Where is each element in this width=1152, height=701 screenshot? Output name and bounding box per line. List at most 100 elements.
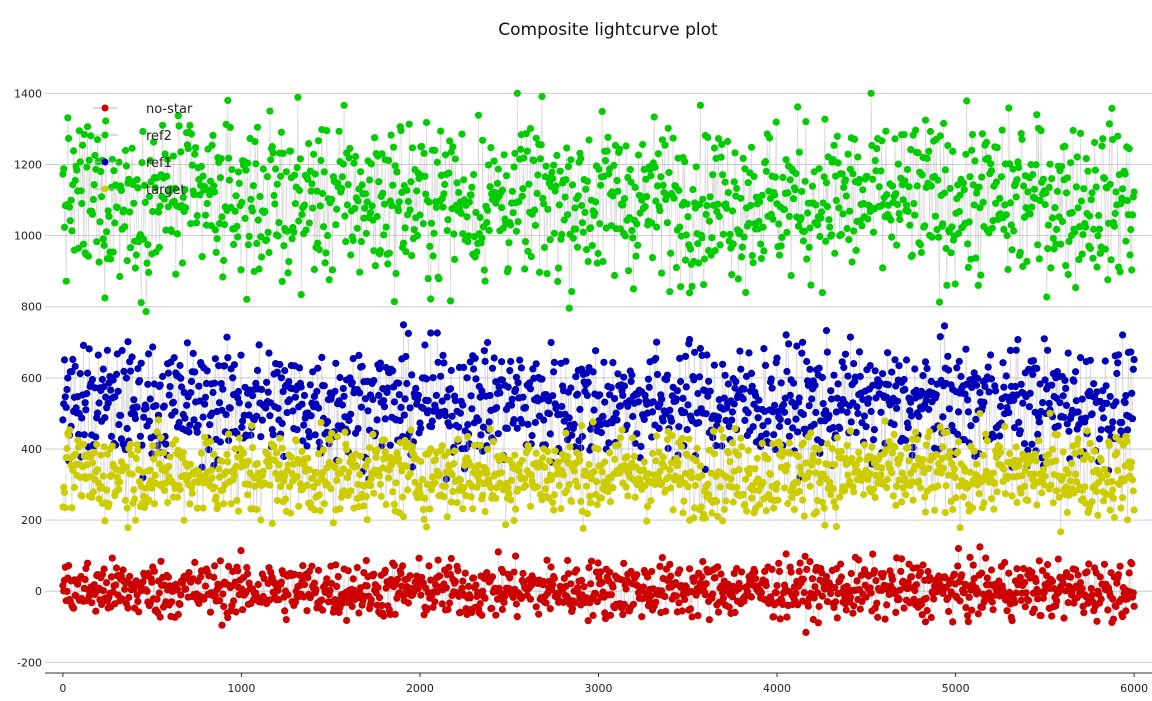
data-point-ref1 <box>652 354 660 362</box>
data-point-target <box>1117 504 1125 512</box>
data-point-ref2 <box>192 144 200 152</box>
data-point-ref2 <box>694 240 702 248</box>
data-point-ref1 <box>187 389 195 397</box>
data-point-ref2 <box>366 176 374 184</box>
data-point-ref1 <box>619 391 627 399</box>
data-point-target <box>357 452 365 460</box>
data-point-ref1 <box>476 393 484 401</box>
data-point-target <box>248 422 256 430</box>
data-point-ref1 <box>789 379 798 387</box>
data-point-ref2 <box>427 295 435 303</box>
data-point-ref1 <box>130 396 138 404</box>
data-point-target <box>959 493 968 501</box>
data-point-ref2 <box>493 179 502 187</box>
data-point-ref1 <box>189 349 197 357</box>
data-point-target <box>776 441 784 449</box>
data-point-ref2 <box>850 227 858 235</box>
data-point-ref2 <box>357 238 365 246</box>
data-point-target <box>246 469 254 477</box>
data-point-target <box>831 461 839 469</box>
data-point-ref1 <box>558 402 566 411</box>
data-point-ref2 <box>1062 189 1071 197</box>
data-point-ref1 <box>867 407 875 416</box>
data-point-target <box>194 467 202 475</box>
data-point-ref2 <box>116 272 124 281</box>
data-point-ref1 <box>545 410 554 418</box>
data-point-ref1 <box>782 331 790 339</box>
data-point-target <box>710 450 719 458</box>
data-point-target <box>1059 448 1067 456</box>
chart-title: Composite lightcurve plot <box>498 20 718 40</box>
data-point-ref1 <box>860 412 869 420</box>
data-point-no-star <box>698 573 706 581</box>
data-point-ref2 <box>1045 183 1053 191</box>
data-point-ref1 <box>490 354 498 362</box>
data-point-ref2 <box>789 195 798 203</box>
data-point-ref1 <box>332 359 340 367</box>
data-point-ref1 <box>300 391 309 399</box>
data-point-ref2 <box>161 150 169 158</box>
data-point-ref2 <box>322 249 330 257</box>
data-point-ref2 <box>192 219 201 227</box>
data-point-ref1 <box>448 412 456 420</box>
y-tick-label: 0 <box>35 585 42 598</box>
data-point-no-star <box>494 548 502 556</box>
data-point-target <box>514 485 522 493</box>
data-point-ref2 <box>311 170 319 178</box>
data-point-ref2 <box>285 258 293 266</box>
data-point-ref2 <box>912 126 920 134</box>
data-point-ref2 <box>879 264 887 272</box>
data-point-ref1 <box>679 394 687 402</box>
data-point-ref2 <box>123 257 131 265</box>
data-point-no-star <box>488 604 496 613</box>
data-point-ref1 <box>455 423 463 431</box>
data-point-target <box>420 515 428 524</box>
data-point-ref1 <box>754 414 762 422</box>
data-point-no-star <box>348 602 356 611</box>
data-point-no-star <box>714 608 723 616</box>
data-point-ref1 <box>645 383 653 391</box>
data-point-ref2 <box>772 118 780 126</box>
data-point-ref2 <box>248 207 257 215</box>
data-point-ref2 <box>786 176 794 184</box>
data-point-target <box>193 504 201 512</box>
data-point-ref2 <box>556 167 564 175</box>
data-point-target <box>796 463 804 471</box>
data-point-ref2 <box>340 101 348 109</box>
data-point-ref2 <box>1081 223 1090 231</box>
data-point-target <box>303 481 311 489</box>
data-point-ref2 <box>822 179 831 187</box>
data-point-ref2 <box>936 132 944 140</box>
data-point-ref1 <box>237 351 245 359</box>
data-point-target <box>60 488 69 496</box>
data-point-ref2 <box>1063 174 1071 182</box>
data-point-ref2 <box>421 172 429 180</box>
data-point-target <box>643 517 651 525</box>
data-point-no-star <box>633 571 641 579</box>
data-point-target <box>1040 481 1048 489</box>
data-point-ref1 <box>1040 335 1048 343</box>
data-point-target <box>989 469 997 477</box>
data-point-ref1 <box>488 364 497 372</box>
data-point-target <box>982 430 990 438</box>
data-point-ref2 <box>151 184 159 192</box>
data-point-target <box>747 494 756 502</box>
data-point-ref2 <box>1086 212 1094 220</box>
data-point-ref1 <box>853 403 861 411</box>
data-point-target <box>805 469 813 477</box>
data-point-target <box>815 445 823 453</box>
data-point-ref2 <box>599 257 607 266</box>
data-point-ref2 <box>235 179 243 187</box>
data-point-no-star <box>492 611 500 619</box>
data-point-no-star <box>918 611 926 619</box>
data-point-no-star <box>535 610 543 618</box>
data-point-target <box>315 491 323 499</box>
data-point-target <box>539 454 547 462</box>
data-point-ref2 <box>406 206 414 214</box>
data-point-ref2 <box>891 135 899 143</box>
data-point-ref1 <box>825 411 833 419</box>
data-point-target <box>624 492 632 500</box>
data-point-ref2 <box>705 217 714 225</box>
data-point-ref1 <box>663 371 672 379</box>
data-point-ref1 <box>289 407 297 415</box>
